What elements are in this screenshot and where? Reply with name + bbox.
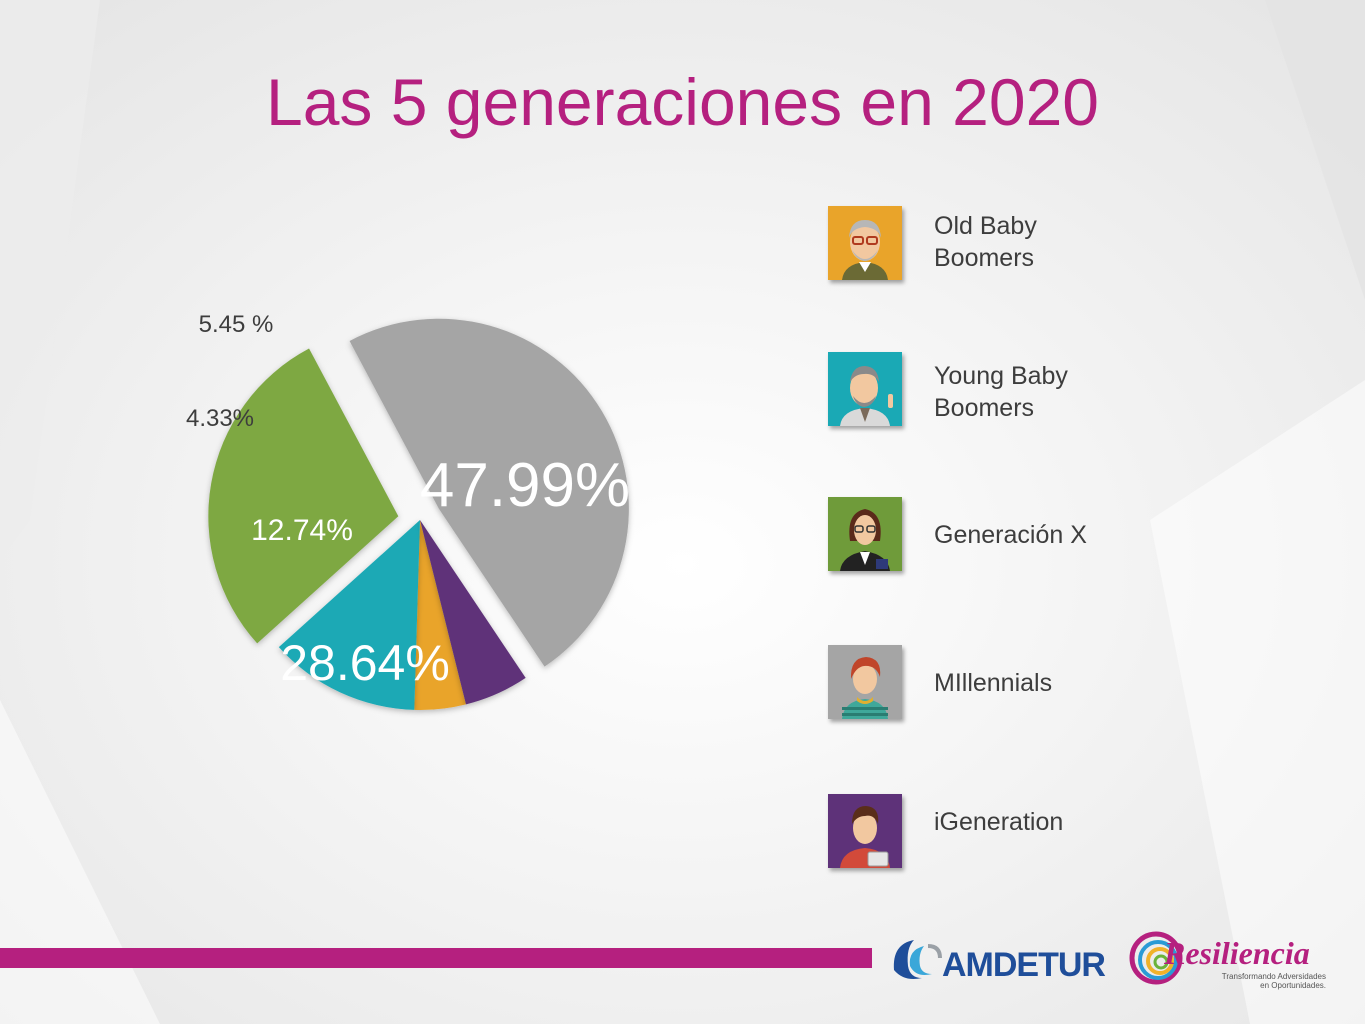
pie-slice-millennials bbox=[349, 318, 629, 667]
pie-data-label: 12.74% bbox=[251, 514, 353, 547]
legend-label-line2: Boomers bbox=[934, 244, 1035, 272]
pie-data-label: 47.99% bbox=[420, 451, 630, 520]
pie-data-label: 4.33% bbox=[186, 405, 254, 432]
woman-glasses-avatar-icon bbox=[828, 497, 902, 571]
resiliencia-logo: Resiliencia Transformando Adversidades e… bbox=[1129, 931, 1326, 990]
resiliencia-tagline-2: en Oportunidades. bbox=[1260, 981, 1326, 990]
amdetur-logo: AMDETUR bbox=[893, 940, 1106, 984]
man-beard-avatar-icon bbox=[828, 352, 902, 426]
pie-data-label: 5.45 % bbox=[199, 311, 274, 338]
legend-label-line1: Generación X bbox=[934, 521, 1087, 549]
legend-label-line1: MIllennials bbox=[934, 669, 1053, 697]
legend-label-line2: Boomers bbox=[934, 394, 1035, 422]
resiliencia-wordmark: Resiliencia bbox=[1163, 935, 1310, 971]
legend-label-line1: iGeneration bbox=[934, 808, 1064, 836]
legend-item-old-baby-boomers: Old Baby Boomers bbox=[828, 206, 1248, 286]
legend-item-igeneration: iGeneration bbox=[828, 794, 1248, 874]
pie-slice-generaci-n-x bbox=[208, 348, 399, 644]
legend-item-young-baby-boomers: Young Baby Boomers bbox=[828, 352, 1248, 432]
old-man-glasses-avatar-icon bbox=[828, 206, 902, 280]
legend-label-line1: Young Baby bbox=[934, 362, 1068, 390]
resiliencia-tagline-1: Transformando Adversidades bbox=[1222, 972, 1326, 981]
legend-item-millennials: MIllennials bbox=[828, 645, 1248, 725]
legend-label-line1: Old Baby bbox=[934, 212, 1037, 240]
pie-slice-old-baby-boomers bbox=[414, 520, 466, 710]
page-title: Las 5 generaciones en 2020 bbox=[266, 65, 1099, 139]
pie-data-label: 28.64% bbox=[280, 635, 450, 691]
pie-slice-young-baby-boomers bbox=[278, 520, 420, 710]
footer-bar bbox=[0, 948, 872, 968]
pie-slice-igeneration bbox=[420, 520, 526, 705]
amdetur-wordmark: AMDETUR bbox=[942, 946, 1105, 984]
woman-redhead-avatar-icon bbox=[828, 645, 902, 719]
young-man-tablet-avatar-icon bbox=[828, 794, 902, 868]
legend-item-generacion-x: Generación X bbox=[828, 497, 1248, 577]
